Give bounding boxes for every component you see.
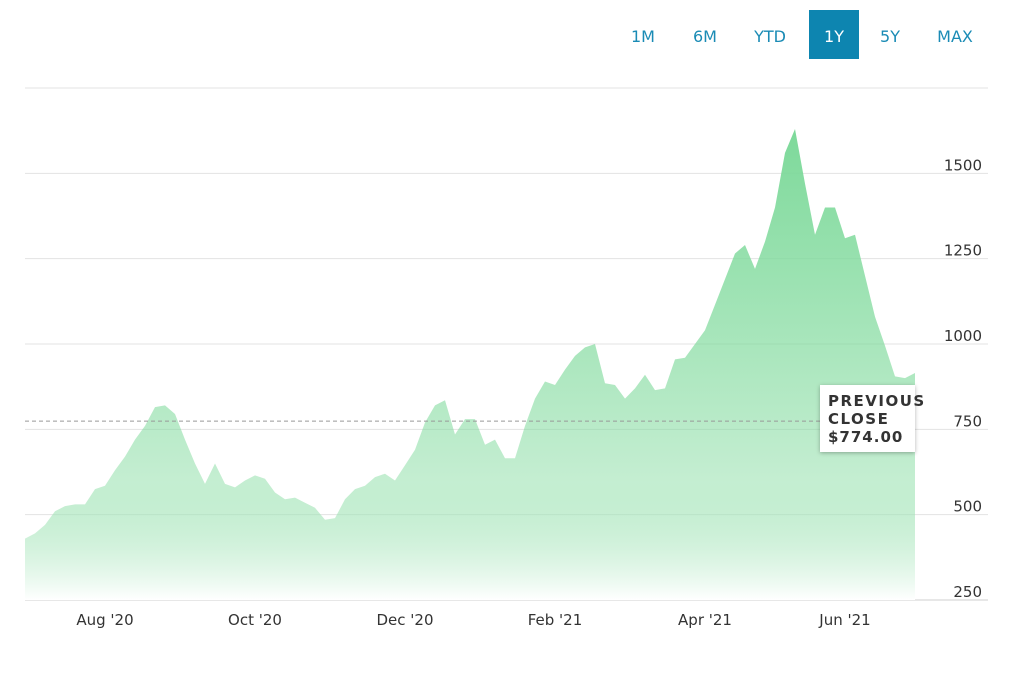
range-button[interactable]: 1M <box>631 27 655 46</box>
y-tick-label: 750 <box>953 412 982 430</box>
x-tick-label: Dec '20 <box>376 611 433 629</box>
range-button[interactable]: YTD <box>753 27 786 46</box>
price-area <box>25 129 915 600</box>
y-tick-label: 1250 <box>944 242 982 260</box>
x-tick-label: Feb '21 <box>528 611 583 629</box>
label-line: CLOSE <box>828 410 889 428</box>
y-tick-label: 1000 <box>944 327 982 345</box>
x-tick-label: Oct '20 <box>228 611 282 629</box>
range-button[interactable]: 6M <box>693 27 717 46</box>
x-tick-label: Aug '20 <box>76 611 133 629</box>
range-button-bg[interactable] <box>809 10 859 59</box>
x-tick-label: Apr '21 <box>678 611 732 629</box>
y-tick-label: 500 <box>953 498 982 516</box>
previous-close-box <box>820 385 915 452</box>
previous-close-label: PREVIOUS CLOSE <box>828 392 926 428</box>
range-button[interactable]: MAX <box>937 27 973 46</box>
y-tick-label: 250 <box>953 583 982 601</box>
previous-close-value: $774.00 <box>828 428 903 446</box>
y-tick-label: 1500 <box>944 156 982 174</box>
x-tick-label: Jun '21 <box>818 611 870 629</box>
range-button[interactable]: 1Y <box>824 27 844 46</box>
label-line: PREVIOUS <box>828 392 926 410</box>
range-button[interactable]: 5Y <box>880 27 900 46</box>
